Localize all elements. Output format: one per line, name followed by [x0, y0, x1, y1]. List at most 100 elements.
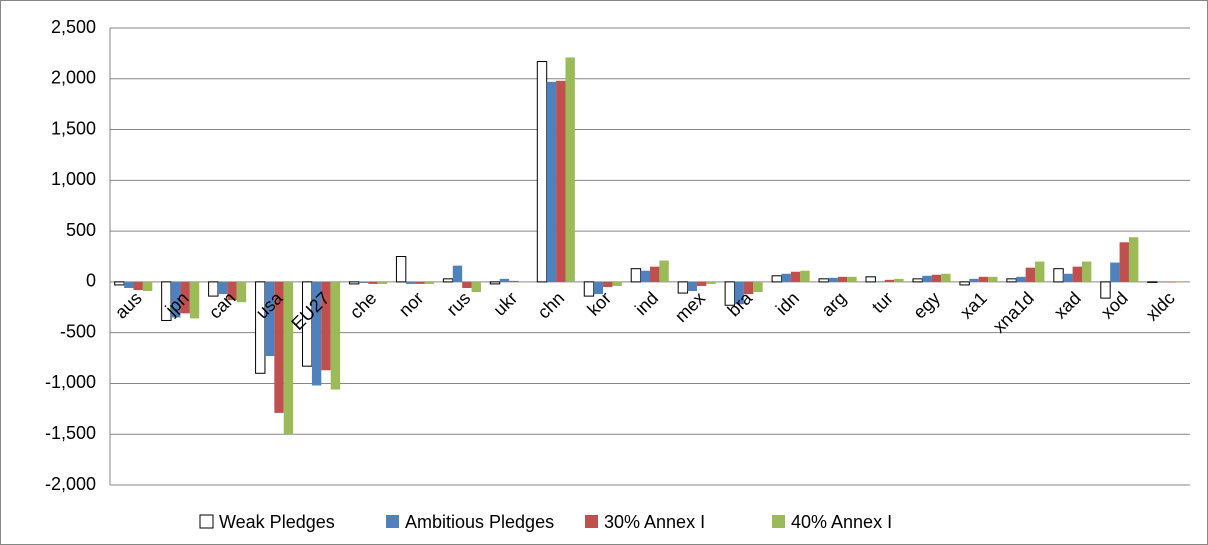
bar	[395, 256, 407, 283]
bar	[227, 281, 237, 301]
bar	[959, 281, 970, 286]
bar	[358, 281, 369, 283]
bar	[1157, 281, 1167, 283]
legend-swatch	[199, 514, 214, 529]
bar	[405, 281, 416, 284]
bar	[790, 271, 801, 282]
bar	[969, 278, 979, 282]
bar	[771, 275, 782, 283]
bar	[556, 80, 566, 282]
bar	[218, 281, 228, 295]
bar	[1147, 281, 1158, 283]
bar	[922, 275, 932, 282]
legend-swatch	[585, 515, 598, 528]
bar	[593, 281, 604, 295]
bar	[659, 260, 669, 282]
bar	[800, 270, 810, 282]
bar	[1119, 242, 1129, 282]
y-tick-label: -500	[60, 321, 96, 341]
bar	[499, 278, 510, 282]
bar	[462, 281, 472, 288]
bar	[734, 281, 744, 305]
bar	[650, 266, 660, 282]
bar	[696, 281, 707, 286]
bar	[442, 278, 454, 283]
bar	[912, 278, 923, 283]
bar	[377, 281, 388, 284]
legend-label: 30% Annex I	[604, 512, 705, 532]
y-tick-label: 500	[66, 220, 96, 240]
bar	[1016, 276, 1026, 282]
legend-swatch	[386, 515, 399, 528]
bar	[236, 281, 247, 303]
bar	[368, 281, 378, 284]
bar	[603, 281, 613, 287]
bar	[348, 281, 360, 285]
legend-swatch	[772, 515, 785, 528]
bar	[1063, 273, 1073, 282]
bar	[142, 281, 153, 292]
bar	[818, 278, 829, 283]
bar	[781, 273, 791, 282]
bar	[546, 81, 557, 282]
bar	[583, 281, 595, 297]
bar	[424, 281, 434, 284]
bar	[283, 281, 294, 435]
bar	[311, 281, 322, 386]
bar	[978, 276, 989, 282]
bar	[1100, 281, 1111, 299]
bar	[274, 281, 284, 413]
bar	[875, 281, 885, 282]
bar	[124, 281, 134, 288]
legend-label: Ambitious Pledges	[405, 512, 554, 532]
bar	[114, 281, 125, 286]
bar	[471, 281, 481, 293]
bar	[743, 281, 754, 295]
bar	[1053, 268, 1064, 283]
bar	[1166, 281, 1176, 283]
bar	[536, 61, 548, 283]
bar	[208, 281, 219, 297]
bar	[931, 274, 942, 282]
y-tick-label: -1,500	[45, 423, 96, 443]
bar	[837, 276, 848, 282]
bar	[687, 281, 697, 292]
bar	[509, 280, 519, 282]
bar	[264, 281, 275, 357]
bar	[133, 281, 143, 291]
bar	[302, 281, 313, 367]
bar	[489, 281, 501, 285]
bar	[171, 281, 181, 318]
bar	[1175, 281, 1186, 283]
bar	[753, 281, 763, 293]
bar	[865, 276, 876, 283]
bar	[640, 270, 650, 282]
bar	[1006, 278, 1017, 283]
bar	[518, 281, 528, 282]
bar	[189, 281, 200, 319]
bar	[330, 281, 341, 390]
y-tick-label: 0	[86, 271, 96, 291]
bar	[1035, 261, 1045, 282]
bar	[415, 281, 425, 284]
legend-label: Weak Pledges	[219, 512, 335, 532]
bar	[321, 281, 331, 371]
bar	[630, 268, 642, 283]
legend-label: 40% Annex I	[791, 512, 892, 532]
bar	[1082, 261, 1092, 282]
y-tick-label: 1,500	[51, 118, 96, 138]
y-tick-label: 2,500	[51, 17, 96, 37]
bar	[988, 276, 998, 282]
bar	[894, 278, 904, 282]
bar	[1025, 267, 1036, 282]
bar	[180, 281, 190, 314]
bar	[1128, 237, 1139, 282]
bar	[847, 276, 857, 282]
y-tick-label: 2,000	[51, 68, 96, 88]
bar	[706, 281, 716, 284]
bar	[884, 279, 895, 282]
bar	[612, 281, 622, 286]
bar	[1072, 266, 1082, 282]
